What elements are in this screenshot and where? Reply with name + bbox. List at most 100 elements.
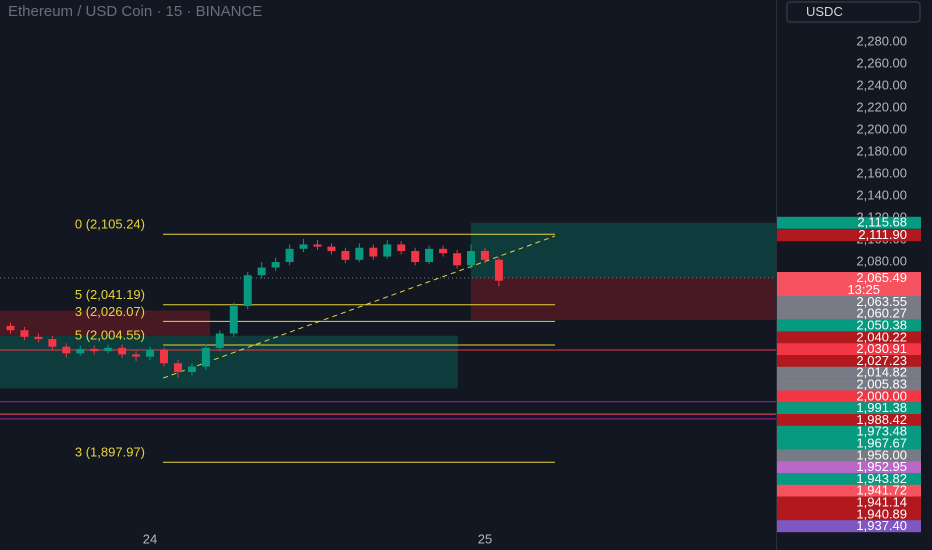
- candle-body: [229, 306, 238, 334]
- price-label-box: [777, 354, 921, 367]
- price-label-box: [777, 472, 921, 485]
- y-tick-label: 2,080.00: [856, 253, 907, 268]
- price-label-box: [777, 390, 921, 403]
- price-label: 2,060.27: [856, 306, 907, 321]
- price-label-box: [777, 307, 921, 320]
- price-label: 2,050.38: [856, 318, 907, 333]
- price-label: 2,063.55: [856, 294, 907, 309]
- candle-body: [215, 333, 224, 348]
- candle-body: [285, 248, 294, 263]
- candle-body: [90, 348, 99, 352]
- price-label-box: [777, 520, 921, 533]
- candle-body: [369, 247, 378, 257]
- x-tick-label: 24: [143, 531, 157, 546]
- price-label: 1,940.89: [856, 506, 907, 521]
- position-zone: [0, 310, 210, 336]
- fib-level-label: 0 (2,105.24): [75, 217, 145, 232]
- trendline: [162, 235, 556, 379]
- price-label-box: [777, 366, 921, 379]
- price-axis: 2,280.00 2,260.00 2,240.00 2,220.00 2,200.00…: [777, 33, 921, 533]
- y-tick-label: 2,260.00: [856, 55, 907, 70]
- candle-body: [411, 251, 420, 263]
- candle-body: [313, 244, 322, 247]
- candle-body: [425, 248, 434, 263]
- candle-body: [439, 248, 448, 254]
- countdown: 13:25: [847, 282, 880, 297]
- price-label: 1,988.42: [856, 412, 907, 427]
- y-tick-label: 2,160.00: [856, 165, 907, 180]
- chart-title: Ethereum / USD Coin · 15 · BINANCE: [8, 3, 262, 20]
- price-label-box: [777, 229, 921, 242]
- candle-body: [327, 246, 336, 252]
- candle-body: [187, 366, 196, 373]
- fib-level-label: 3 (2,026.07): [75, 304, 145, 319]
- candle-body: [480, 251, 489, 260]
- price-label-box: [777, 343, 921, 356]
- price-label-box: [777, 295, 921, 308]
- candle-body: [466, 251, 475, 266]
- price-label: 1,952.95: [856, 459, 907, 474]
- price-label: 1,956.00: [856, 447, 907, 462]
- candle-body: [118, 347, 127, 355]
- candle-body: [160, 350, 169, 364]
- candle-body: [34, 336, 43, 340]
- price-label: 1,937.40: [856, 518, 907, 533]
- price-label-box: [777, 319, 921, 332]
- candle-body: [299, 244, 308, 249]
- candle-body: [173, 363, 182, 373]
- price-label: 2,040.22: [856, 329, 907, 344]
- price-label: 2,000.00: [856, 388, 907, 403]
- price-label-box: [777, 484, 921, 497]
- fib-level-label: 5 (2,041.19): [75, 287, 145, 302]
- price-label-box: [777, 449, 921, 462]
- candle-body: [494, 259, 503, 281]
- x-tick-label: 25: [478, 531, 492, 546]
- candle-body: [48, 339, 57, 347]
- price-label-box: [777, 402, 921, 415]
- y-tick-label: 2,200.00: [856, 121, 907, 136]
- candle-body: [453, 253, 462, 266]
- price-label: 2,111.90: [858, 227, 907, 242]
- price-label: 1,967.67: [856, 436, 907, 451]
- position-zone: [470, 222, 776, 278]
- candle-body: [341, 251, 350, 260]
- currency[interactable]: USDC: [806, 4, 843, 19]
- candle-body: [104, 347, 113, 352]
- price-label-box: [777, 331, 921, 344]
- price-label: 2,027.23: [856, 353, 907, 368]
- price-label-box: [777, 425, 921, 438]
- price-label-box: [777, 378, 921, 391]
- candle-body: [62, 346, 71, 354]
- price-label: 2,065.49: [856, 270, 907, 285]
- price-label: 1,991.38: [856, 400, 907, 415]
- price-label: 1,973.48: [856, 424, 907, 439]
- price-label: 2,014.82: [856, 365, 907, 380]
- candle-body: [355, 247, 364, 260]
- candle-body: [257, 267, 266, 276]
- y-tick-label: 2,180.00: [856, 143, 907, 158]
- fib-level-label: 3 (1,897.97): [75, 445, 145, 460]
- price-label: 2,005.83: [856, 377, 907, 392]
- y-tick-label: 2,240.00: [856, 77, 907, 92]
- price-label-box: [777, 413, 921, 426]
- candle-body: [271, 262, 280, 268]
- fib-level-label: 5 (2,004.55): [75, 327, 145, 342]
- price-label-box: [777, 271, 921, 296]
- candle-body: [146, 350, 155, 357]
- candle-body: [383, 244, 392, 257]
- price-label-box: [777, 461, 921, 474]
- candle-body: [397, 244, 406, 252]
- price-label: 1,941.14: [856, 495, 907, 510]
- position-zone: [0, 335, 458, 389]
- price-label: 2,115.68: [857, 215, 907, 230]
- y-tick-label: 2,140.00: [856, 187, 907, 202]
- plot-area: 0 (2,105.24) 5 (2,041.19) 3 (2,026.07) 5 (2…: [0, 217, 776, 546]
- position-zone: [470, 277, 776, 321]
- candle-body: [6, 325, 15, 331]
- currency-box[interactable]: [786, 1, 921, 23]
- candle-body: [243, 275, 252, 307]
- price-label-box: [777, 437, 921, 450]
- price-label-box: [777, 508, 921, 521]
- candle-body: [76, 348, 85, 354]
